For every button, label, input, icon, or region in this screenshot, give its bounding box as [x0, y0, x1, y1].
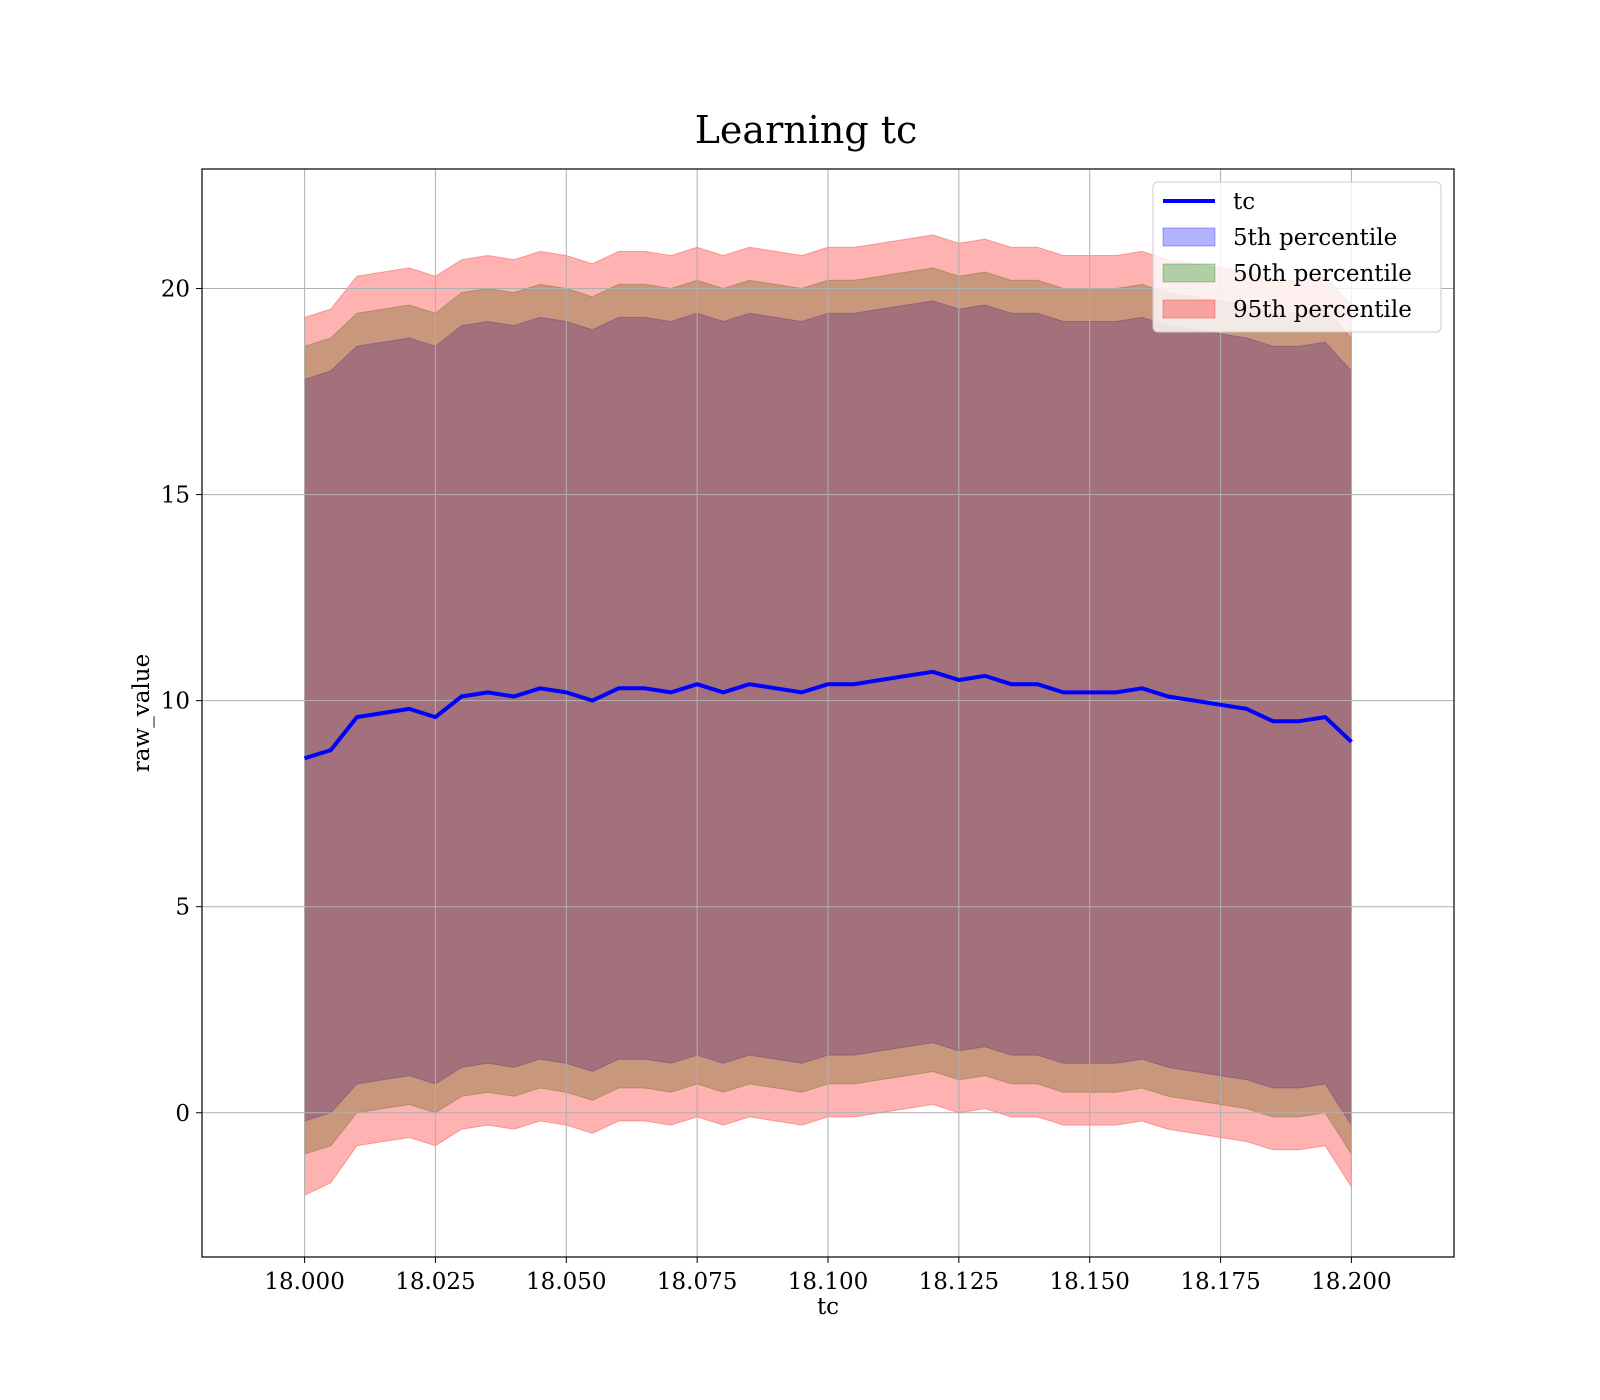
legend-label-band: 50th percentile [1233, 261, 1412, 287]
x-tick-label: 18.125 [919, 1269, 999, 1295]
legend-box [1152, 181, 1442, 333]
y-axis-label: raw_value [129, 654, 155, 772]
legend-label-band: 5th percentile [1233, 225, 1397, 251]
y-tick-label: 15 [161, 483, 190, 509]
x-tick-label: 18.200 [1311, 1269, 1391, 1295]
y-tick-label: 5 [175, 895, 190, 921]
x-tick-label: 18.075 [657, 1269, 737, 1295]
legend-swatch-band [1162, 227, 1216, 247]
x-axis-label: tc [817, 1294, 839, 1320]
y-tick-label: 10 [161, 689, 190, 715]
y-axis: 0 5 10 15 20 [161, 277, 202, 1127]
y-tick-label: 20 [161, 277, 190, 303]
x-tick-label: 18.150 [1049, 1269, 1129, 1295]
legend: tc 5th percentile 50th percentile 95th perc… [1152, 181, 1442, 333]
tc-line-layer [304, 669, 1353, 761]
y-tick-label: 0 [175, 1101, 190, 1127]
x-tick-label: 18.000 [264, 1269, 344, 1295]
chart-title: Learning tc [695, 108, 918, 152]
legend-swatch-band [1162, 263, 1216, 283]
x-tick-label: 18.100 [788, 1269, 868, 1295]
x-tick-label: 18.175 [1180, 1269, 1260, 1295]
legend-label-band: 95th percentile [1233, 297, 1412, 323]
x-axis: 18.000 18.025 18.050 18.075 18.100 18.125 18.1… [264, 1257, 1392, 1295]
tc-series-line [304, 669, 1353, 761]
legend-swatch-band [1162, 299, 1216, 319]
legend-label-tc: tc [1233, 189, 1255, 215]
x-tick-label: 18.050 [526, 1269, 606, 1295]
x-tick-label: 18.025 [395, 1269, 475, 1295]
